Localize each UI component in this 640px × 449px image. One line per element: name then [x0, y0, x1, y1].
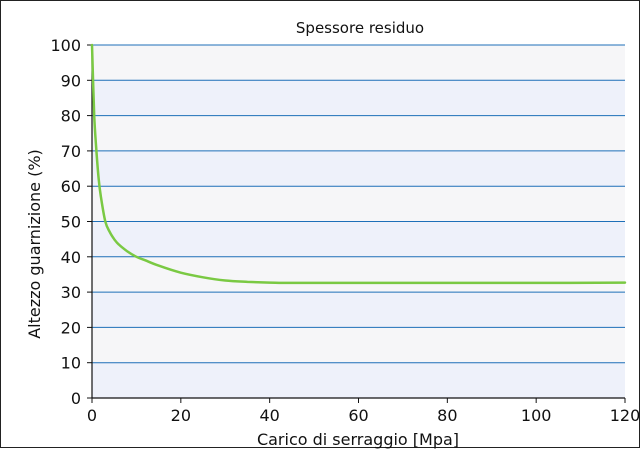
plot-band: [92, 256, 625, 293]
plot-band: [92, 45, 625, 81]
plot-band: [92, 150, 625, 187]
y-tick-label: 60: [61, 177, 81, 196]
x-tick-label: 100: [521, 406, 552, 425]
y-tick-label: 40: [61, 248, 81, 267]
y-tick-label: 20: [61, 318, 81, 337]
y-tick-label: 90: [61, 71, 81, 90]
plot-band: [92, 115, 625, 151]
y-axis-ticks: 0 10 20 30 40 50 60 70 80 90 100: [50, 36, 92, 408]
plot-band: [92, 292, 625, 328]
y-tick-label: 30: [61, 283, 81, 302]
x-tick-label: 80: [437, 406, 457, 425]
series-lines: [90, 43, 627, 285]
x-tick-label: 60: [348, 406, 368, 425]
plot-band: [92, 362, 625, 398]
plot-band: [92, 221, 625, 257]
plot-band: [92, 186, 625, 222]
plot-background-bands: [92, 45, 625, 398]
series-line: [90, 43, 627, 285]
x-tick-label: 40: [259, 406, 279, 425]
y-tick-label: 100: [50, 36, 81, 55]
y-tick-label: 70: [61, 142, 81, 161]
y-axis-title: Altezzo guarnizione (%): [25, 149, 44, 339]
y-tick-label: 50: [61, 213, 81, 232]
chart-title: Spessore residuo: [296, 19, 424, 37]
x-tick-label: 20: [171, 406, 191, 425]
x-tick-label: 120: [610, 406, 640, 425]
y-tick-label: 0: [71, 389, 81, 408]
x-tick-label: 0: [87, 406, 97, 425]
plot-band: [92, 327, 625, 363]
y-tick-label: 80: [61, 107, 81, 126]
gridlines: [92, 44, 625, 364]
x-axis-title: Carico di serraggio [Mpa]: [257, 430, 459, 449]
y-tick-label: 10: [61, 354, 81, 373]
x-axis-ticks: 0 20 40 60 80 100 120: [87, 398, 640, 425]
plot-band: [92, 80, 625, 116]
